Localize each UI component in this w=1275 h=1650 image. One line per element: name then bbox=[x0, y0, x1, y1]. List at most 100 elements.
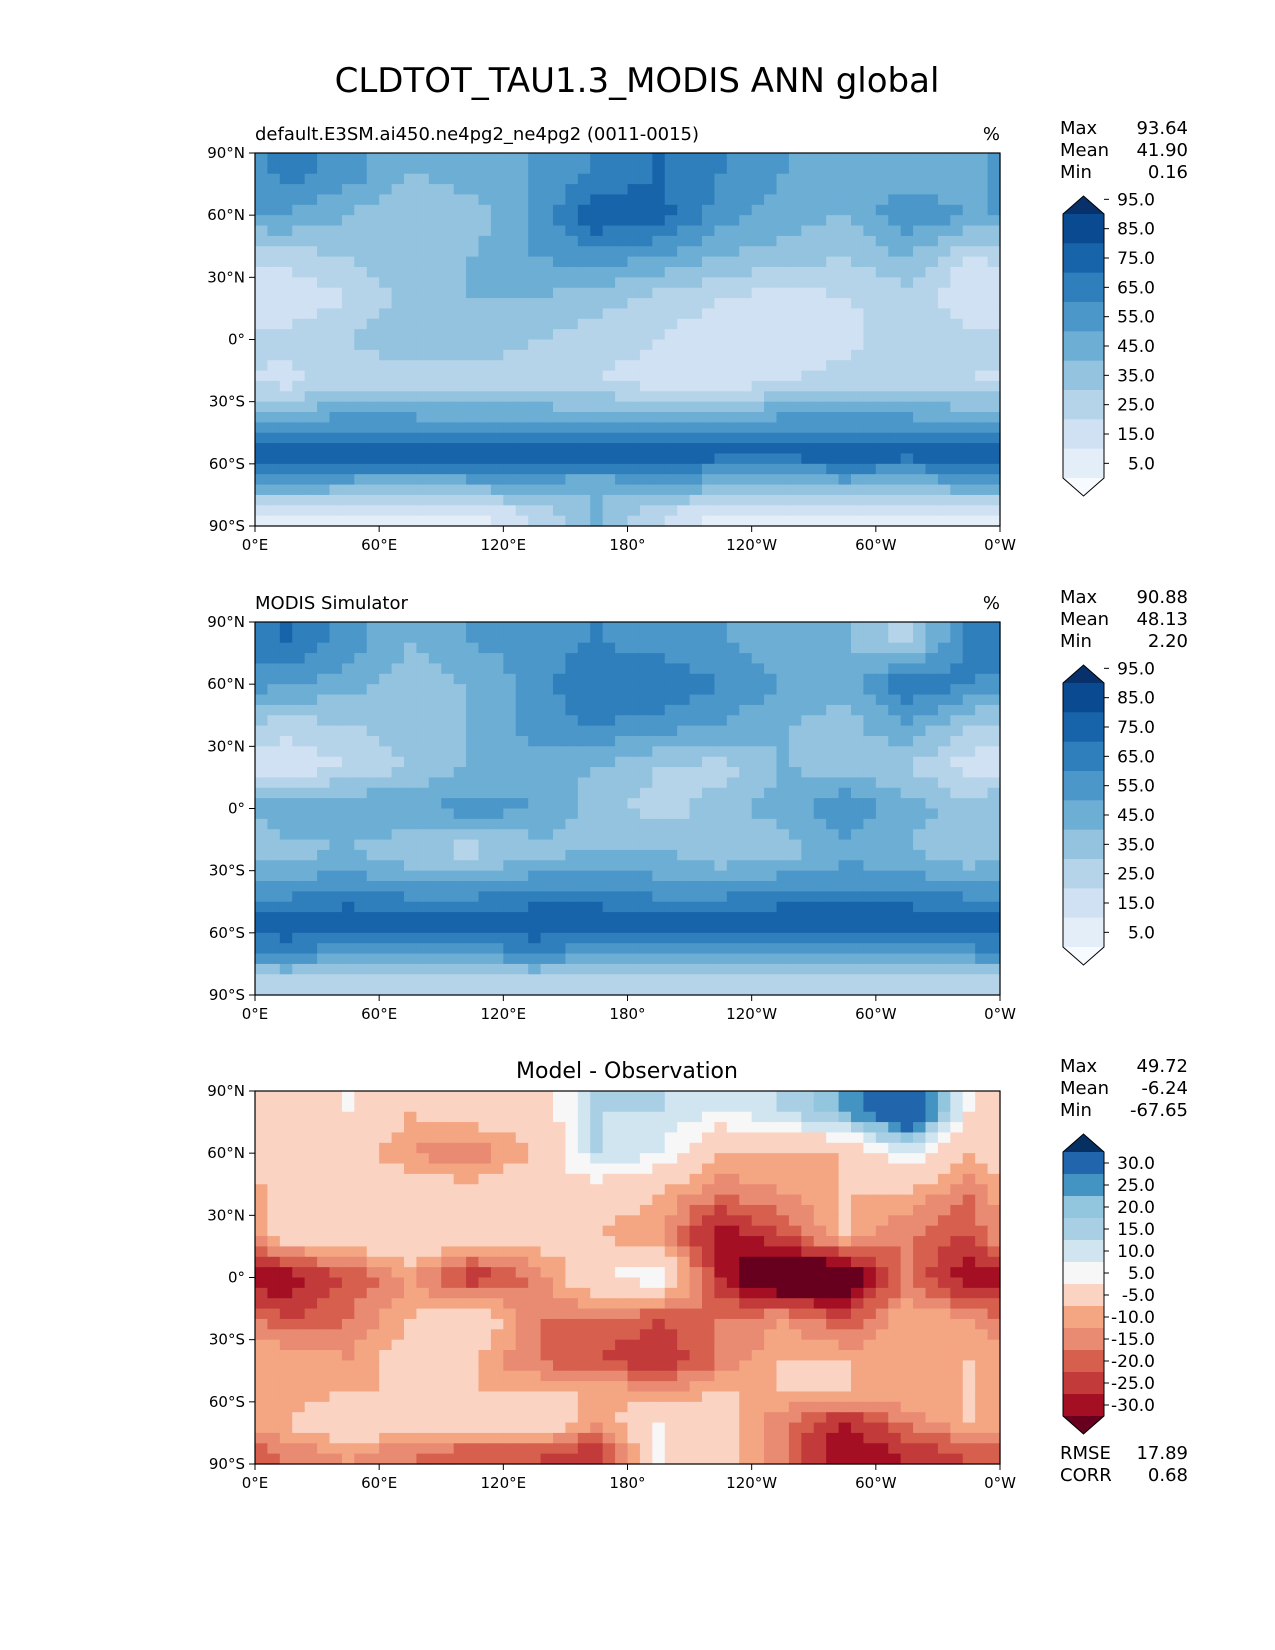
heat-cell bbox=[776, 963, 790, 975]
heat-cell bbox=[888, 422, 902, 434]
heat-cell bbox=[801, 622, 815, 633]
heat-cell bbox=[788, 818, 802, 830]
heat-cell bbox=[267, 632, 281, 644]
heat-cell bbox=[751, 184, 765, 196]
panel-units: % bbox=[983, 124, 1000, 145]
heat-cell bbox=[639, 860, 653, 872]
heat-cell bbox=[975, 339, 989, 351]
heat-cell bbox=[801, 746, 815, 758]
heat-cell bbox=[379, 204, 393, 216]
heat-cell bbox=[577, 484, 591, 496]
heat-cell bbox=[677, 443, 691, 455]
heat-cell bbox=[950, 963, 964, 975]
heat-cell bbox=[801, 391, 815, 403]
heat-cell bbox=[751, 829, 765, 841]
heat-cell bbox=[913, 380, 927, 392]
heat-cell bbox=[689, 1153, 703, 1165]
heat-cell bbox=[764, 870, 778, 882]
heat-cell bbox=[279, 901, 293, 913]
heat-cell bbox=[689, 1111, 703, 1123]
heat-cell bbox=[404, 746, 418, 758]
heat-cell bbox=[379, 422, 393, 434]
heat-cell bbox=[913, 173, 927, 185]
heat-cell bbox=[888, 432, 902, 444]
heat-cell bbox=[279, 673, 293, 685]
heat-cell bbox=[453, 318, 467, 330]
heat-cell bbox=[292, 725, 306, 737]
heat-cell bbox=[404, 184, 418, 196]
x-tick-label: 0°W bbox=[984, 536, 1016, 554]
heat-cell bbox=[801, 870, 815, 882]
heat-cell bbox=[913, 694, 927, 706]
heat-cell bbox=[652, 704, 666, 716]
heat-cell bbox=[751, 653, 765, 665]
heat-cell bbox=[553, 505, 567, 517]
heat-cell bbox=[590, 881, 604, 892]
heat-cell bbox=[354, 463, 368, 475]
heat-cell bbox=[764, 725, 778, 737]
heat-cell bbox=[515, 184, 529, 196]
heat-cell bbox=[900, 1122, 914, 1134]
heat-cell bbox=[900, 484, 914, 496]
heat-cell bbox=[528, 798, 542, 810]
heat-cell bbox=[739, 298, 753, 310]
heat-cell bbox=[714, 246, 728, 258]
heat-cell bbox=[490, 163, 504, 175]
heat-cell bbox=[478, 984, 492, 996]
heat-cell bbox=[354, 912, 368, 924]
heat-cell bbox=[863, 287, 877, 299]
heat-cell bbox=[764, 153, 778, 164]
heat-cell bbox=[863, 891, 877, 903]
heat-cell bbox=[764, 1111, 778, 1123]
heat-cell bbox=[466, 443, 480, 455]
heat-cell bbox=[391, 246, 405, 258]
heat-cell bbox=[317, 818, 331, 830]
heat-cell bbox=[329, 391, 343, 403]
heat-cell bbox=[888, 984, 902, 996]
heat-cell bbox=[863, 704, 877, 716]
heat-cell bbox=[863, 808, 877, 820]
heat-cell bbox=[428, 684, 442, 696]
heat-cell bbox=[590, 663, 604, 675]
heat-cell bbox=[950, 235, 964, 247]
heat-cell bbox=[615, 329, 629, 341]
heat-cell bbox=[441, 984, 455, 996]
heat-cell bbox=[267, 380, 281, 392]
heat-cell bbox=[329, 515, 343, 527]
heat-cell bbox=[764, 963, 778, 975]
heat-cell bbox=[764, 756, 778, 768]
heat-cell bbox=[726, 339, 740, 351]
heat-cell bbox=[329, 308, 343, 320]
heat-cell bbox=[553, 287, 567, 299]
heat-cell bbox=[937, 401, 951, 413]
heat-cell bbox=[813, 235, 827, 247]
heat-cell bbox=[751, 308, 765, 320]
heat-cell bbox=[639, 287, 653, 299]
heat-cell bbox=[490, 204, 504, 216]
heat-cell bbox=[453, 912, 467, 924]
heat-cell bbox=[515, 622, 529, 633]
heat-cell bbox=[503, 1122, 517, 1134]
heat-cell bbox=[851, 777, 865, 789]
heat-cell bbox=[689, 1163, 703, 1175]
heat-cell bbox=[664, 881, 678, 892]
heat-cell bbox=[975, 287, 989, 299]
heat-cell bbox=[304, 1153, 318, 1165]
heat-cell bbox=[553, 235, 567, 247]
heat-cell bbox=[267, 684, 281, 696]
heat-cell bbox=[602, 453, 616, 465]
heat-cell bbox=[441, 494, 455, 506]
heat-cell bbox=[726, 756, 740, 768]
heat-cell bbox=[987, 974, 1001, 986]
heat-cell bbox=[677, 484, 691, 496]
heat-cell bbox=[652, 694, 666, 706]
heat-cell bbox=[937, 349, 951, 361]
heat-cell bbox=[801, 839, 815, 851]
heat-cell bbox=[639, 891, 653, 903]
heat-cell bbox=[478, 974, 492, 986]
heat-cell bbox=[366, 715, 380, 727]
heat-cell bbox=[416, 818, 430, 830]
heat-cell bbox=[714, 642, 728, 654]
heat-cell bbox=[788, 912, 802, 924]
heat-cell bbox=[987, 673, 1001, 685]
